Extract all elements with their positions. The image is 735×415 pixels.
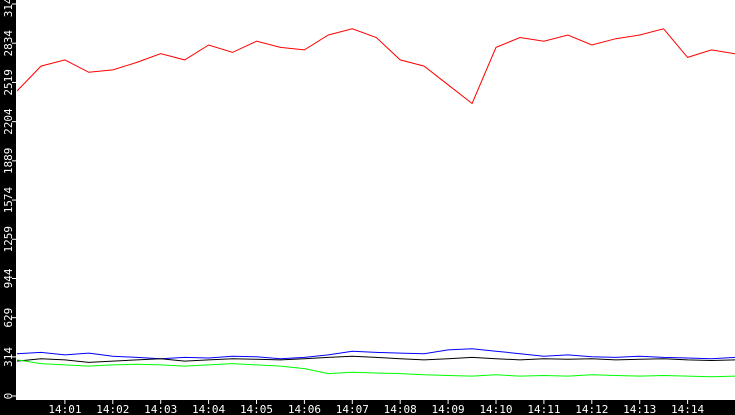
y-tick-label: 629 bbox=[2, 308, 15, 328]
x-tick-label: 14:10 bbox=[479, 403, 512, 415]
x-tick-label: 14:05 bbox=[240, 403, 273, 415]
x-axis: 14:01 14:02 14:03 14:04 14:05 14:06 14:07 14:08… bbox=[0, 400, 735, 415]
y-tick-label: 314 bbox=[2, 347, 15, 367]
x-tick-label: 14:08 bbox=[384, 403, 417, 415]
x-tick-label: 14:14 bbox=[671, 403, 704, 415]
y-axis: 0 314 629 944 1259 1574 1889 2204 2519 2834 3149 bbox=[0, 0, 16, 415]
x-tick-label: 14:01 bbox=[48, 403, 81, 415]
x-tick-label: 14:12 bbox=[575, 403, 608, 415]
x-tick-label: 14:02 bbox=[96, 403, 129, 415]
x-tick-label: 14:11 bbox=[527, 403, 560, 415]
x-tick-label: 14:13 bbox=[623, 403, 656, 415]
plot-area bbox=[16, 0, 735, 400]
y-tick-label: 2204 bbox=[2, 108, 15, 135]
y-tick-label: 1259 bbox=[2, 226, 15, 253]
x-tick-label: 14:03 bbox=[144, 403, 177, 415]
y-tick-label: 2519 bbox=[2, 69, 15, 96]
y-tick-label: 944 bbox=[2, 268, 15, 288]
y-tick-label: 2834 bbox=[2, 30, 15, 57]
x-tick-label: 14:07 bbox=[336, 403, 369, 415]
y-tick-label: 0 bbox=[2, 393, 15, 400]
x-tick-label: 14:04 bbox=[192, 403, 225, 415]
x-tick-label: 14:09 bbox=[432, 403, 465, 415]
y-axis-band bbox=[0, 0, 16, 415]
x-axis-band bbox=[0, 400, 735, 415]
y-tick-label: 1574 bbox=[2, 186, 15, 213]
series-line-3 bbox=[16, 359, 735, 378]
series-line-1 bbox=[16, 348, 735, 360]
y-tick-label: 1889 bbox=[2, 148, 15, 175]
series-line-2 bbox=[16, 355, 735, 363]
series-line-0 bbox=[16, 28, 735, 105]
series-layer bbox=[16, 28, 735, 378]
y-tick-label: 3149 bbox=[2, 0, 15, 17]
x-tick-label: 14:06 bbox=[288, 403, 321, 415]
